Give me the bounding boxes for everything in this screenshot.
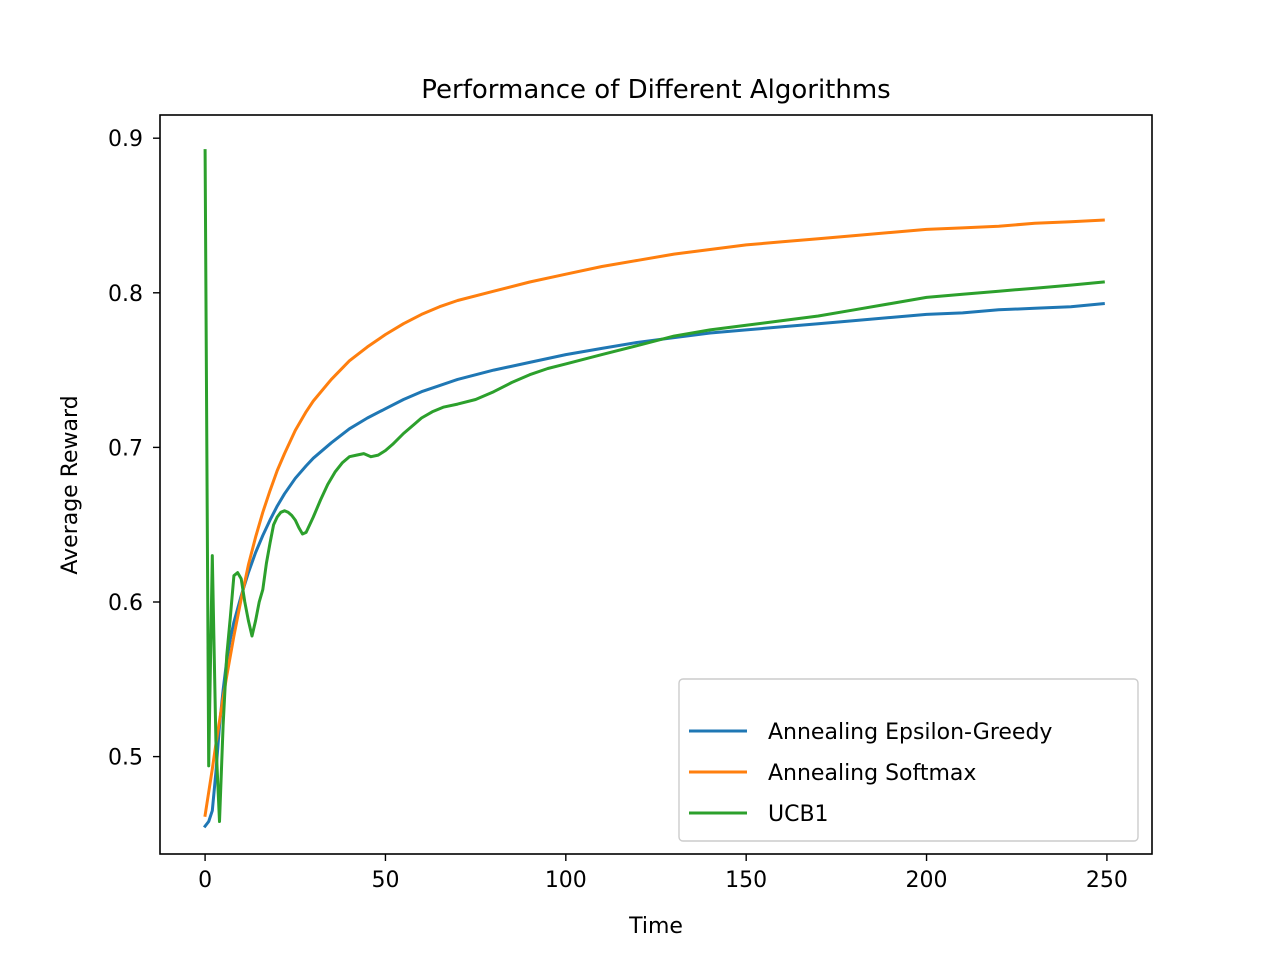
- legend-label: Annealing Epsilon-Greedy: [768, 720, 1052, 745]
- y-tick-label: 0.8: [108, 282, 143, 307]
- x-axis: 0 50 100 150 200 250: [198, 854, 1128, 893]
- legend-label: UCB1: [768, 802, 829, 827]
- y-tick-label: 0.9: [108, 127, 143, 152]
- series-line-3: [203, 149, 1105, 823]
- plot-frame: [159, 114, 1153, 855]
- x-tick-label: 0: [198, 868, 212, 893]
- x-tick-label: 200: [906, 868, 948, 893]
- legend: Annealing Epsilon-Greedy Annealing Softma…: [678, 678, 1139, 842]
- x-tick-label: 100: [545, 868, 587, 893]
- series-line-1: [202, 301, 1105, 829]
- x-tick-label: 250: [1086, 868, 1128, 893]
- chart-title: Performance of Different Algorithms: [421, 75, 890, 105]
- plot-series: [202, 149, 1105, 829]
- y-tick-label: 0.7: [108, 436, 143, 461]
- y-tick-label: 0.6: [108, 591, 143, 616]
- legend-label: Annealing Softmax: [768, 761, 976, 786]
- legend-box: [678, 678, 1139, 842]
- x-axis-label: Time: [628, 914, 683, 939]
- x-tick-label: 150: [725, 868, 767, 893]
- y-axis-label: Average Reward: [58, 395, 83, 574]
- y-axis: 0.5 0.6 0.7 0.8 0.9: [108, 127, 160, 771]
- x-tick-label: 50: [371, 868, 399, 893]
- series-line-2: [203, 218, 1105, 818]
- y-tick-label: 0.5: [108, 746, 143, 771]
